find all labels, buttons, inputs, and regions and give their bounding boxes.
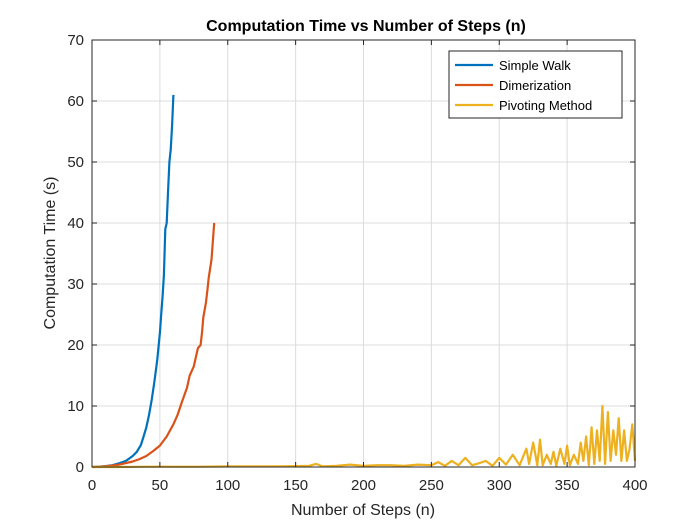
series-line-pivoting-method [92,404,637,469]
chart-title: Computation Time vs Number of Steps (n) [206,18,526,35]
y-tick-label: 10 [67,398,84,415]
y-tick-label: 40 [67,215,84,232]
x-axis-label: Number of Steps (n) [291,502,435,519]
x-tick-label: 50 [152,477,169,494]
series-line-dimerization [93,222,216,469]
x-tick-label: 350 [555,477,580,494]
series-line-simple-walk [93,94,175,469]
x-tick-label: 150 [283,477,308,494]
y-tick-label: 60 [67,93,84,110]
x-tick-label: 200 [351,477,376,494]
y-tick-label: 50 [67,154,84,171]
legend-label: Dimerization [499,78,571,93]
x-tick-label: 0 [88,477,96,494]
x-tick-label: 400 [622,477,647,494]
tick-labels: 0 50 100 150 200 250 300 350 400 0 10 20 30 40 50 60 70 [67,32,647,494]
plot-border [91,39,636,468]
series-lines [92,94,637,469]
y-tick-label: 0 [76,459,84,476]
x-tick-label: 300 [487,477,512,494]
axes [91,39,636,468]
x-tick-label: 250 [419,477,444,494]
x-tick-label: 100 [215,477,240,494]
y-axis-label: Computation Time (s) [42,177,59,330]
legend: Simple Walk Dimerization Pivoting Method [448,50,623,119]
legend-label: Pivoting Method [499,98,592,113]
y-tick-label: 30 [67,276,84,293]
legend-label: Simple Walk [499,58,571,73]
y-tick-label: 20 [67,337,84,354]
y-tick-label: 70 [67,32,84,49]
